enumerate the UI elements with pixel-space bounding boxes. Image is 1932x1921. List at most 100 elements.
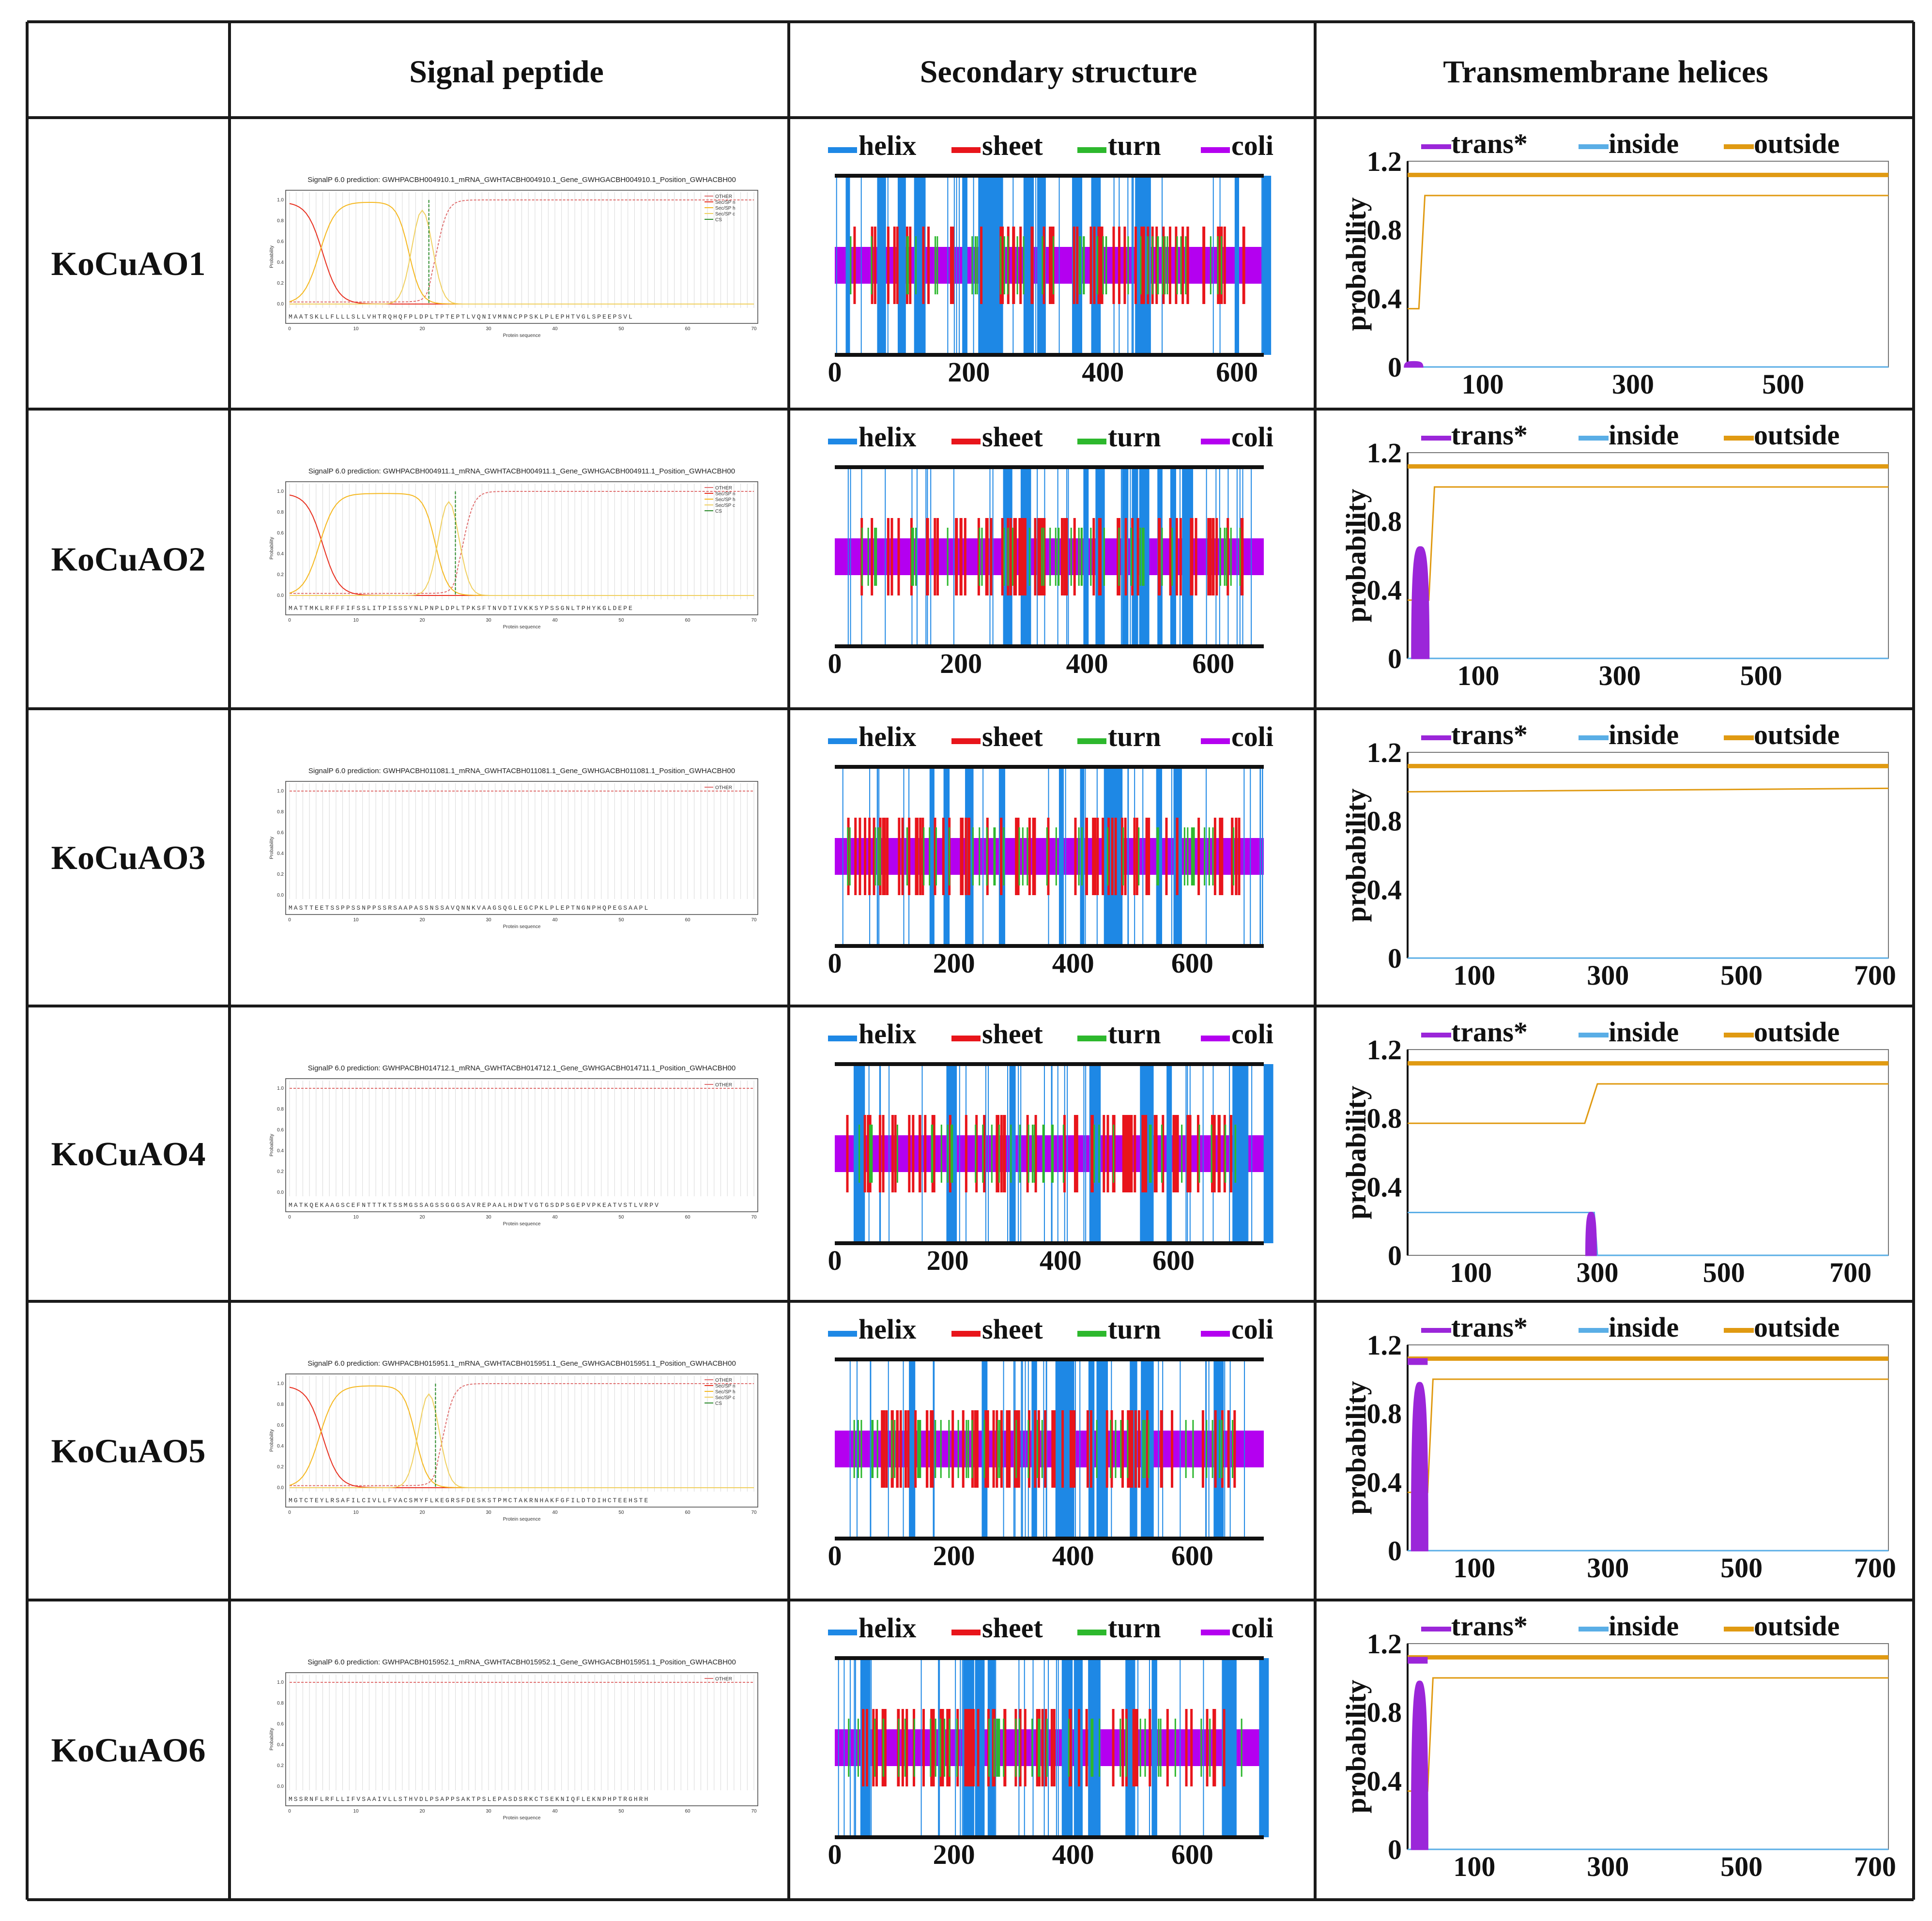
ss-sheet-bar [1020, 518, 1023, 595]
ss-helix-bar [1263, 1064, 1273, 1243]
ss-sheet-bar [901, 1709, 904, 1786]
signalp-x-tick: 0 [288, 917, 291, 923]
ss-helix-bar [1251, 467, 1252, 646]
signalp-sequence: MASTTEETSSPPSSNPPSSRSAAPASSNSSAVQNNKVAAG… [289, 904, 649, 912]
ss-turn-bar [874, 827, 876, 885]
ss-legend-swatch [951, 147, 981, 153]
ss-x-tick: 200 [948, 356, 990, 388]
ss-sheet-bar [996, 1410, 998, 1488]
ss-turn-bar [1015, 1719, 1017, 1777]
ss-turn-bar [975, 1125, 977, 1183]
ss-helix-bar [982, 767, 984, 946]
ss-helix-bar [1120, 467, 1122, 646]
secondary-structure-plot: helix sheet turn coli 0 200 400 600 [828, 421, 1273, 679]
ss-helix-bar [1062, 767, 1064, 946]
signalp-legend-label: CS [715, 509, 722, 514]
ss-turn-bar [882, 1719, 884, 1777]
ss-sheet-bar [1060, 518, 1063, 595]
tm-trans-peak [1411, 1382, 1428, 1552]
signalp-title: SignalP 6.0 prediction: GWHPACBH015952.1… [307, 1658, 736, 1666]
ss-turn-bar [1180, 236, 1182, 294]
ss-sheet-bar [1049, 227, 1052, 304]
ss-sheet-bar [930, 1709, 933, 1786]
secondary-structure-plot: helix sheet turn coli 0 200 400 600 [828, 1612, 1273, 1870]
ss-turn-bar [1226, 528, 1227, 586]
ss-sheet-bar [1051, 227, 1054, 304]
ss-turn-bar [981, 528, 983, 586]
ss-sheet-bar [1190, 518, 1193, 595]
ss-sheet-bar [907, 1410, 910, 1488]
signalp-x-tick: 50 [618, 1215, 624, 1220]
tm-x-tick: 700 [1854, 1851, 1896, 1882]
signalp-x-tick: 30 [486, 1215, 491, 1220]
signalp-legend-label: Sec/SP c [715, 503, 735, 508]
ss-legend-label: sheet [982, 1313, 1043, 1345]
signalp-y-tick: 0.0 [277, 1190, 284, 1195]
ss-turn-bar [1038, 1719, 1040, 1777]
ss-turn-bar [1225, 1125, 1227, 1183]
signalp-x-tick: 40 [552, 618, 558, 623]
ss-sheet-bar [1125, 1115, 1128, 1192]
signalp-legend-label: OTHER [715, 1378, 732, 1383]
ss-sheet-bar [896, 1410, 899, 1488]
ss-turn-bar [848, 1719, 850, 1777]
ss-sheet-bar [1016, 1410, 1019, 1488]
signalp-y-tick: 0.2 [277, 1763, 284, 1769]
ss-turn-bar [971, 1420, 973, 1478]
ss-turn-bar [947, 1125, 949, 1183]
ss-sheet-bar [1077, 1709, 1080, 1786]
ss-sheet-bar [1044, 1709, 1047, 1786]
signalp-y-label: Probability [269, 837, 275, 859]
signalp-title: SignalP 6.0 prediction: GWHPACBH015951.1… [307, 1359, 736, 1368]
ss-legend-swatch [1201, 738, 1230, 744]
tm-x-tick: 500 [1720, 960, 1763, 991]
ss-helix-bar [1022, 1359, 1023, 1539]
ss-sheet-bar [1076, 227, 1079, 304]
ss-sheet-bar [1026, 1115, 1029, 1192]
ss-sheet-bar [966, 1709, 969, 1786]
ss-sheet-bar [992, 1709, 995, 1786]
signalp-x-tick: 70 [751, 1510, 757, 1515]
ss-turn-bar [891, 1420, 893, 1478]
ss-sheet-bar [1173, 1115, 1176, 1192]
ss-sheet-bar [1142, 227, 1145, 304]
ss-helix-bar [838, 1658, 839, 1837]
signalp-x-tick: 70 [751, 1215, 757, 1220]
ss-helix-bar [921, 1064, 923, 1243]
signalp-y-label: Probability [269, 537, 275, 560]
ss-turn-bar [1209, 1719, 1211, 1777]
signalp-legend-label: CS [715, 217, 722, 223]
ss-legend-label: helix [859, 130, 916, 161]
tm-trans-top-mark [1408, 1657, 1428, 1664]
ss-turn-bar [1157, 827, 1159, 885]
ss-turn-bar [976, 236, 978, 294]
row-label: KoCuAO4 [51, 1136, 206, 1173]
secondary-structure-plot: helix sheet turn coli 0 200 400 600 [828, 1018, 1273, 1276]
tm-legend-swatch [1724, 436, 1754, 441]
ss-sheet-bar [965, 1115, 967, 1192]
tm-x-tick: 100 [1462, 368, 1504, 400]
ss-helix-bar [855, 1658, 856, 1837]
ss-helix-bar [871, 1658, 872, 1837]
tm-trans-top-mark [1408, 1358, 1428, 1365]
ss-turn-bar [1019, 1125, 1021, 1183]
ss-sheet-bar [872, 1709, 875, 1786]
ss-x-tick: 600 [1171, 1839, 1213, 1870]
signalp-x-tick: 10 [353, 618, 359, 623]
signalp-x-tick: 50 [618, 326, 624, 332]
ss-helix-bar [1068, 467, 1069, 646]
ss-turn-bar [872, 1420, 874, 1478]
tm-y-tick: 0.4 [1367, 1765, 1402, 1797]
ss-sheet-bar [1034, 518, 1037, 595]
ss-helix-bar [1260, 767, 1261, 946]
ss-helix-bar [1156, 767, 1163, 946]
ss-legend-label: turn [1108, 1612, 1161, 1644]
ss-helix-bar [1206, 467, 1207, 646]
ss-helix-bar [1131, 176, 1133, 355]
ss-sheet-bar [1008, 1410, 1011, 1488]
ss-sheet-bar [1127, 1115, 1130, 1192]
ss-legend-label: turn [1108, 721, 1161, 752]
ss-legend-swatch [1077, 147, 1106, 153]
ss-sheet-bar [867, 1115, 870, 1192]
ss-sheet-bar [1019, 1709, 1022, 1786]
